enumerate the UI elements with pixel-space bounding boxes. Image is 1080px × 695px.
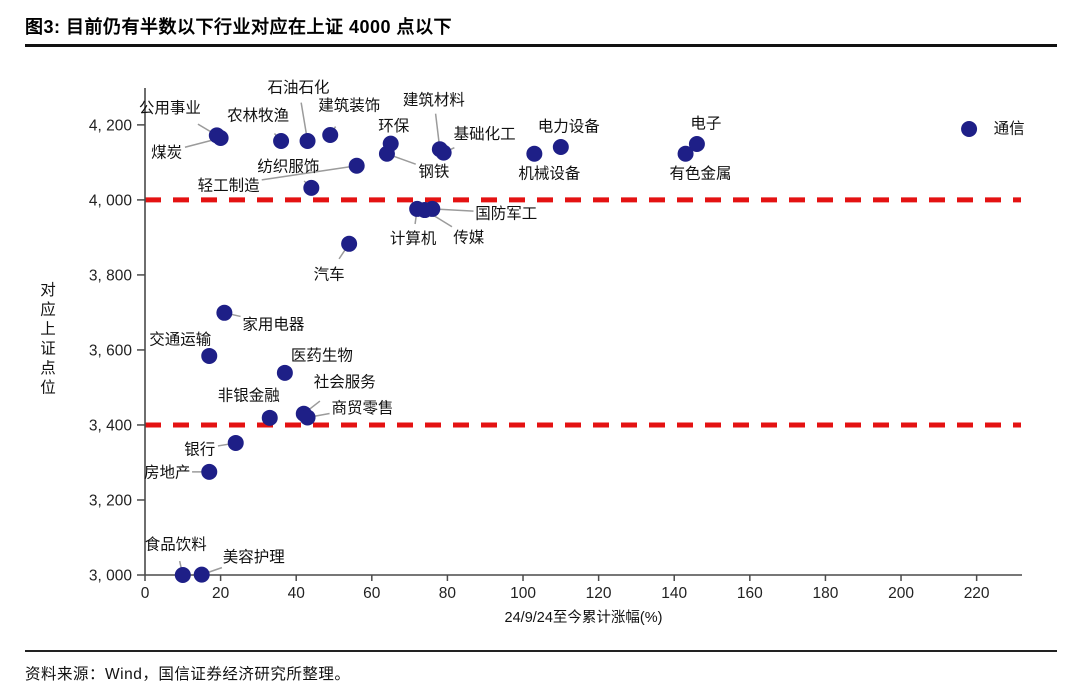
x-tick-label: 120	[586, 585, 612, 602]
data-point	[348, 157, 365, 174]
point-label: 通信	[994, 120, 1025, 138]
data-point	[276, 364, 293, 381]
point-label: 石油石化	[268, 79, 330, 97]
x-tick-label: 0	[141, 585, 150, 602]
point-label: 食品饮料	[145, 536, 207, 554]
data-point	[227, 434, 244, 451]
point-label: 非银金融	[218, 386, 280, 404]
point-label: 社会服务	[314, 373, 376, 391]
x-tick-label: 40	[288, 585, 306, 602]
point-label: 基础化工	[454, 125, 516, 143]
x-tick-label: 160	[737, 585, 763, 602]
point-label: 公用事业	[139, 99, 201, 117]
y-axis-title: 点	[40, 359, 56, 377]
data-point	[416, 202, 433, 219]
point-label: 家用电器	[242, 315, 305, 333]
y-tick-label: 4, 000	[89, 192, 132, 209]
data-point	[552, 139, 569, 156]
y-tick-label: 3, 800	[89, 267, 132, 284]
point-label: 商贸零售	[332, 399, 394, 417]
point-label: 汽车	[314, 265, 345, 283]
data-point	[261, 409, 278, 426]
data-point	[212, 130, 229, 147]
data-point	[201, 463, 218, 480]
x-tick-label: 200	[888, 585, 914, 602]
point-label: 电力设备	[538, 118, 601, 136]
data-point	[193, 566, 210, 583]
x-axis-title: 24/9/24至今累计涨幅(%)	[505, 609, 663, 626]
footer-divider	[25, 650, 1057, 652]
data-point	[526, 145, 543, 162]
title-divider	[25, 44, 1057, 47]
data-point	[299, 409, 316, 426]
point-label: 美容护理	[223, 548, 285, 566]
x-tick-label: 220	[964, 585, 990, 602]
x-tick-label: 20	[212, 585, 230, 602]
data-point	[688, 136, 705, 153]
x-tick-label: 140	[661, 585, 687, 602]
data-point	[303, 179, 320, 196]
point-label: 钢铁	[418, 162, 449, 180]
x-tick-label: 100	[510, 585, 536, 602]
x-tick-label: 180	[812, 585, 838, 602]
data-point	[435, 144, 452, 161]
point-label: 煤炭	[151, 144, 182, 162]
data-point	[961, 121, 978, 138]
point-label: 电子	[690, 115, 721, 133]
point-label: 计算机	[390, 228, 437, 247]
point-label: 建筑材料	[403, 91, 465, 109]
point-label: 机械设备	[518, 164, 581, 182]
point-label: 医药生物	[291, 346, 353, 364]
source-text: 资料来源：Wind，国信证券经济研究所整理。	[25, 666, 351, 683]
leader-line	[261, 165, 357, 181]
y-axis-title: 上	[40, 320, 56, 338]
point-label: 传媒	[453, 229, 485, 247]
x-tick-label: 60	[363, 585, 381, 602]
x-tick-label: 80	[439, 585, 457, 602]
data-point	[174, 567, 191, 583]
y-axis-title: 位	[40, 379, 56, 397]
data-point	[677, 145, 694, 162]
point-label: 有色金属	[670, 164, 732, 182]
point-label: 农林牧渔	[227, 107, 289, 125]
data-point	[273, 133, 290, 150]
data-point	[378, 145, 395, 162]
point-label: 轻工制造	[198, 176, 261, 194]
data-point	[341, 235, 358, 252]
point-label: 房地产	[144, 463, 191, 481]
point-label: 环保	[378, 117, 410, 135]
y-tick-label: 3, 000	[89, 568, 132, 585]
point-label: 交通运输	[149, 330, 212, 348]
y-tick-label: 3, 400	[89, 417, 132, 434]
point-label: 建筑装饰	[318, 97, 380, 115]
y-tick-label: 4, 200	[89, 117, 132, 134]
data-point	[299, 133, 316, 150]
point-label: 国防军工	[475, 204, 537, 222]
data-point	[201, 347, 218, 364]
figure-title: 图3: 目前仍有半数以下行业对应在上证 4000 点以下	[25, 17, 453, 37]
y-tick-label: 3, 200	[89, 492, 132, 509]
y-tick-label: 3, 600	[89, 342, 132, 359]
point-label: 纺织服饰	[257, 157, 319, 175]
point-label: 银行	[184, 440, 215, 458]
y-axis-title: 应	[40, 300, 56, 319]
data-point	[216, 304, 233, 321]
data-point	[322, 127, 339, 144]
y-axis-title: 对	[40, 281, 56, 299]
y-axis-title: 证	[40, 340, 56, 358]
